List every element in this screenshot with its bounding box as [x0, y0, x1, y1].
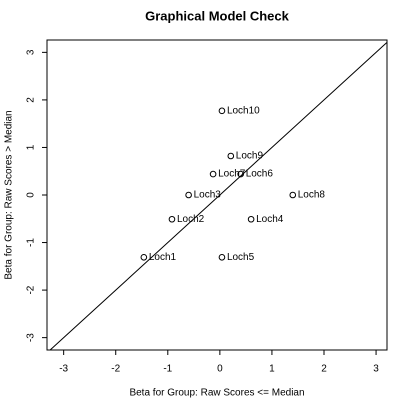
point-label: Loch6	[246, 169, 274, 180]
point	[140, 253, 148, 261]
point-label: Loch7	[218, 169, 246, 180]
point-label: Loch1	[149, 252, 177, 263]
y-tick-label: 1	[26, 144, 37, 150]
point-label: Loch3	[194, 190, 222, 201]
y-axis-label: Beta for Group: Raw Scores > Median	[4, 110, 15, 279]
identity-line	[49, 42, 388, 351]
x-tick-label: 0	[217, 364, 223, 375]
point	[237, 170, 244, 178]
x-tick-label: 3	[373, 364, 379, 375]
point	[168, 215, 176, 223]
y-tick-label: -3	[26, 333, 37, 342]
x-axis-label: Beta for Group: Raw Scores <= Median	[129, 388, 304, 399]
point-label: Loch4	[256, 214, 284, 225]
chart-title: Graphical Model Check	[145, 8, 290, 23]
point-label: Loch2	[177, 214, 205, 225]
point	[218, 107, 226, 115]
point	[227, 152, 235, 160]
point-label: Loch10	[227, 105, 260, 116]
y-tick-label: 2	[26, 97, 37, 103]
point	[247, 215, 255, 223]
point	[289, 191, 297, 199]
point-label: Loch8	[298, 190, 326, 201]
y-tick-label: 0	[26, 192, 37, 198]
x-tick-label: -1	[163, 364, 172, 375]
y-tick-label: -2	[26, 285, 37, 294]
y-tick-label: 3	[26, 49, 37, 55]
x-tick-label: -3	[59, 364, 68, 375]
point	[185, 191, 192, 199]
point-label: Loch5	[227, 252, 255, 263]
x-tick-label: 2	[321, 364, 327, 375]
x-tick-label: -2	[111, 364, 120, 375]
y-tick-label: -1	[26, 238, 37, 247]
point	[218, 253, 226, 261]
point-label: Loch9	[236, 151, 264, 162]
x-tick-label: 1	[269, 364, 275, 375]
point	[209, 170, 217, 178]
